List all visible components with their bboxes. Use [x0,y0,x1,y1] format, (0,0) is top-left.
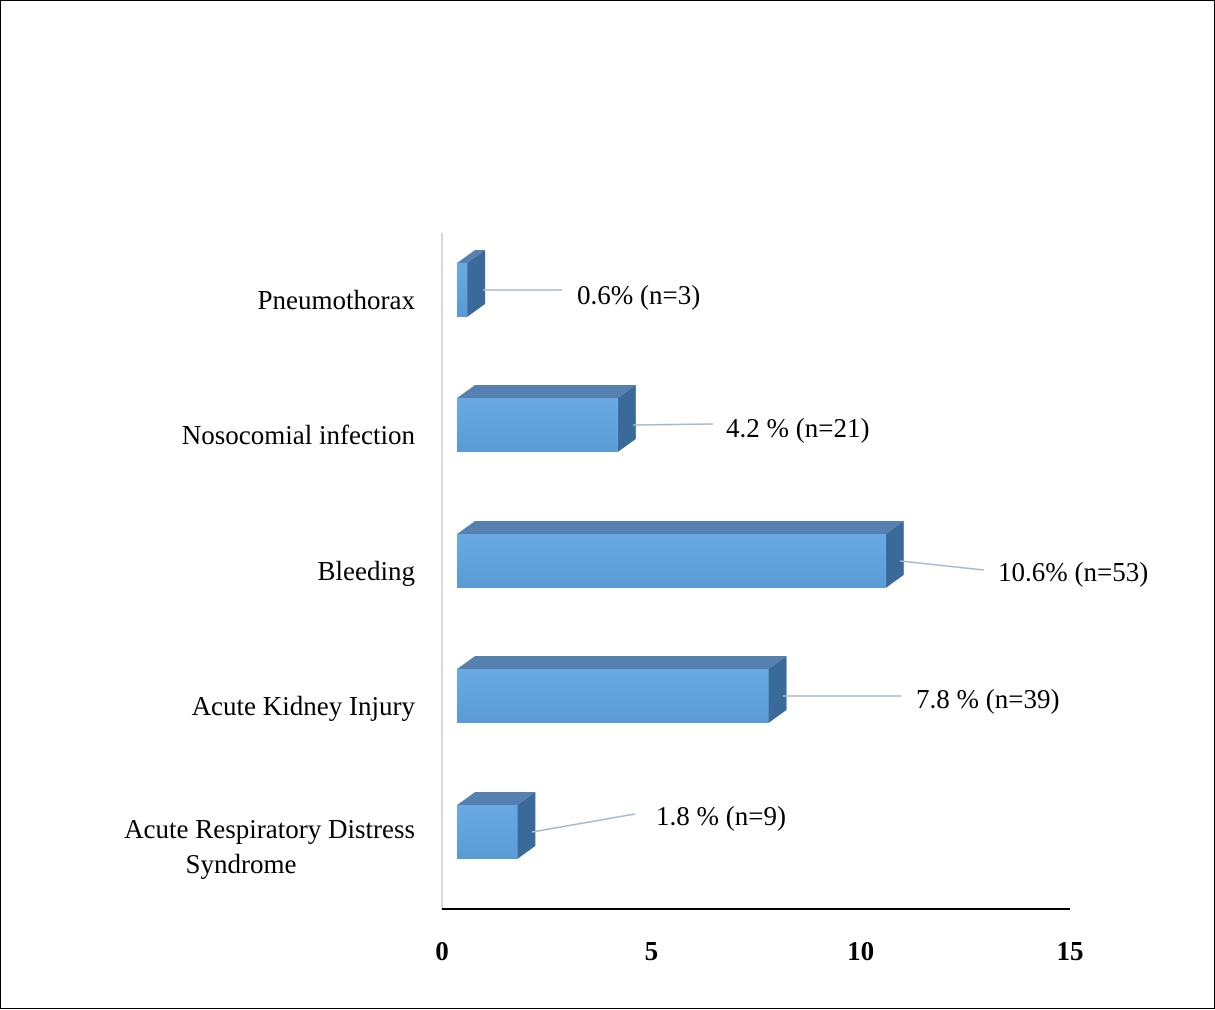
x-tick-label: 5 [645,936,659,966]
bar-top-face [457,656,787,669]
bar-side-face [467,250,486,317]
bar-side-face [885,521,904,588]
x-tick-label: 10 [847,936,874,966]
bar-front-face [457,263,468,317]
x-tick-label: 0 [435,936,449,966]
data-label: 7.8 % (n=39) [916,684,1059,714]
bar [457,521,904,588]
category-label: Acute Kidney Injury [192,691,416,721]
bar [457,792,536,859]
data-label: 1.8 % (n=9) [656,801,786,831]
bar-top-face [457,250,486,263]
leader-line [632,423,714,426]
category-label-line2: Syndrome [186,849,297,879]
leader-line [531,813,636,833]
bar-front-face [457,534,886,588]
bar-side-face [768,656,787,723]
category-label: Bleeding [318,556,415,586]
data-label: 0.6% (n=3) [577,280,700,310]
bar [457,385,636,452]
category-label: Pneumothorax [258,285,416,315]
bar-front-face [457,398,618,452]
bar-front-face [457,669,769,723]
bar [457,656,787,723]
leader-line [899,560,985,571]
bar-front-face [457,805,518,859]
bar-side-face [617,385,636,452]
data-label: 4.2 % (n=21) [726,413,869,443]
category-label: Nosocomial infection [182,420,416,450]
x-tick-label: 15 [1057,936,1084,966]
bar-top-face [457,385,636,398]
bar-side-face [517,792,536,859]
bar-top-face [457,792,536,805]
bar [457,250,486,317]
data-label: 10.6% (n=53) [998,557,1148,587]
category-label: Acute Respiratory Distress [124,814,415,844]
bar-top-face [457,521,904,534]
